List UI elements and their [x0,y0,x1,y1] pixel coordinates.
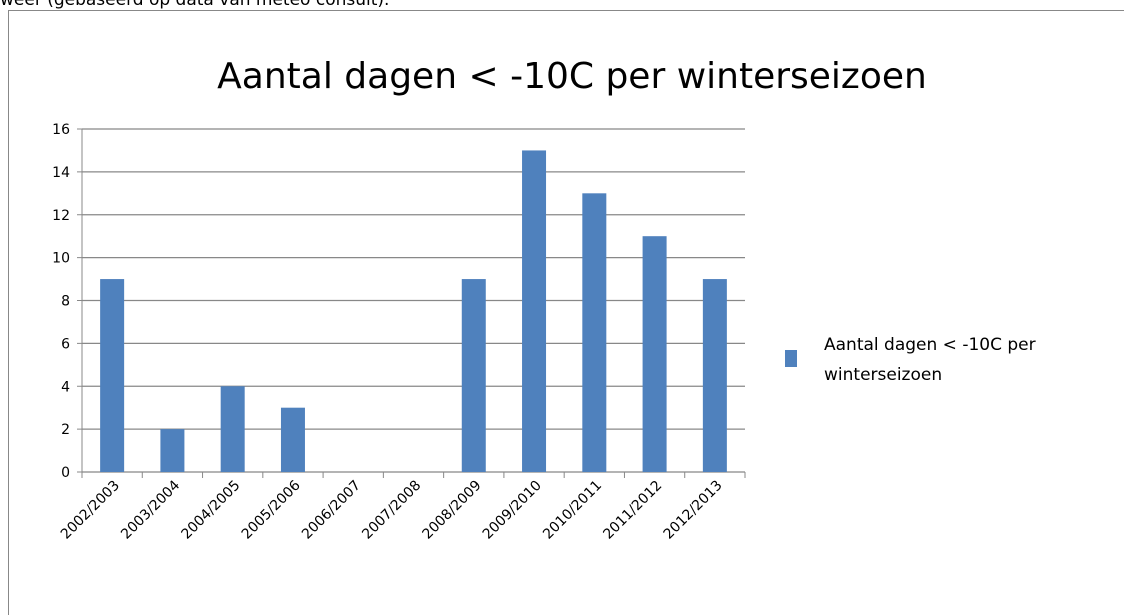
x-tick-label: 2008/2009 [420,478,485,543]
x-tick-label: 2004/2005 [178,478,243,543]
x-tick-label: 2012/2013 [661,478,726,543]
x-tick-label: 2002/2003 [58,478,123,543]
y-tick-label: 10 [52,251,70,267]
x-tick-label: 2009/2010 [480,478,545,543]
chart-border [8,10,1124,615]
bar [702,279,727,472]
bar [100,279,125,472]
x-tick-label: 2007/2008 [359,478,424,543]
bar [280,407,305,472]
y-tick-label: 8 [61,294,70,310]
bar [160,429,185,472]
y-tick-label: 12 [52,208,70,224]
x-tick-label: 2006/2007 [299,478,364,543]
y-tick-label: 0 [61,465,70,481]
bar [461,279,486,472]
x-tick-label: 2005/2006 [239,477,304,542]
x-tick-label: 2011/2012 [600,478,665,543]
bar [582,193,607,472]
bar [642,236,667,472]
y-tick-label: 6 [61,336,70,352]
y-tick-label: 16 [52,122,70,138]
chart-title: Aantal dagen < -10C per winterseizoen [217,56,927,97]
y-tick-label: 2 [61,422,70,438]
bar [220,386,245,472]
caption: weer (gebaseerd op data van meteo consul… [0,0,389,10]
x-tick-label: 2003/2004 [118,477,183,542]
bar [522,150,547,472]
legend-label: Aantal dagen < -10C per winterseizoen [824,335,1036,385]
y-tick-label: 14 [52,165,70,181]
y-tick-label: 4 [61,379,70,395]
x-tick-label: 2010/2011 [540,478,605,543]
legend-swatch [785,350,797,367]
